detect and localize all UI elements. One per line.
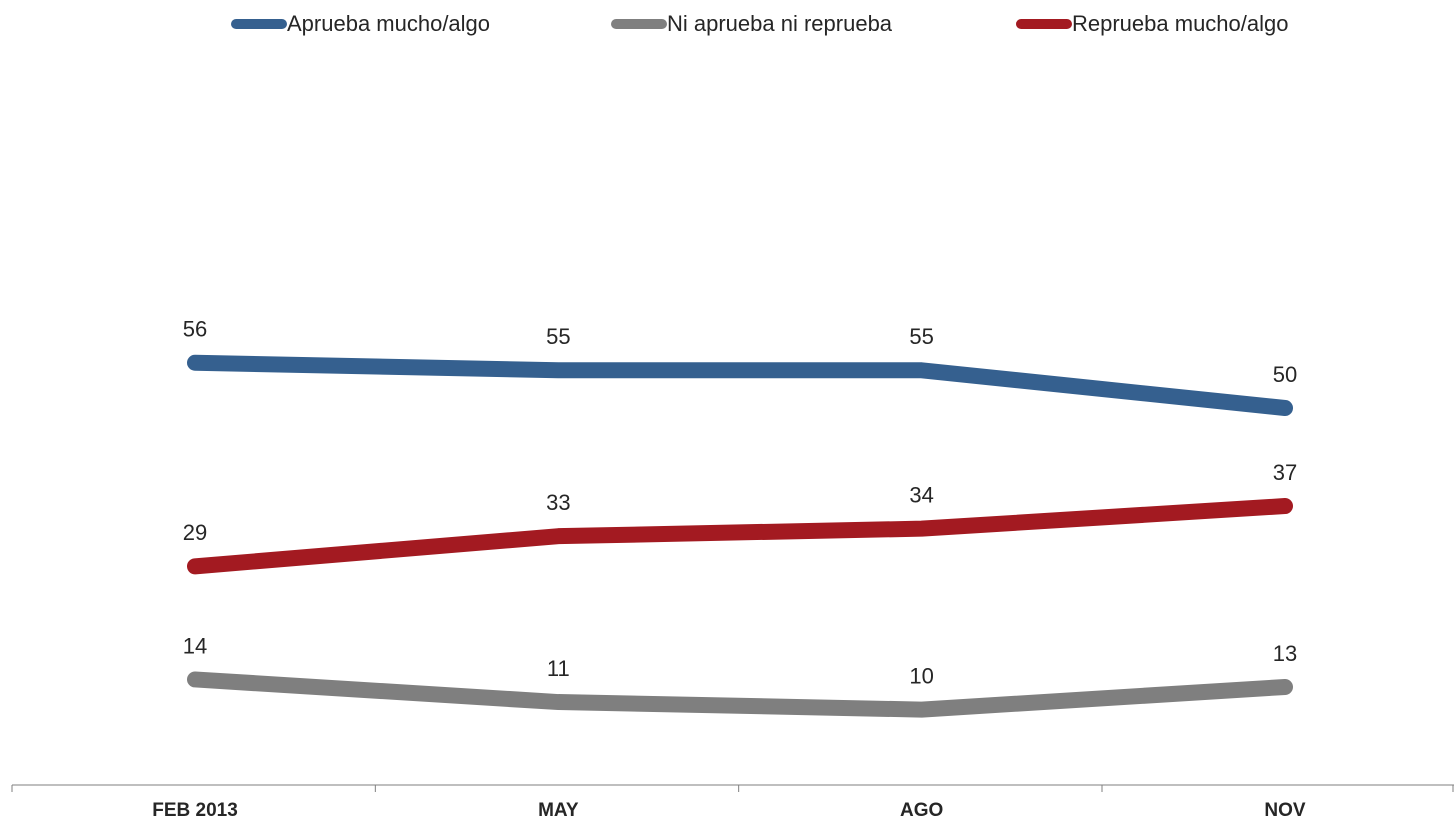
data-label: 14 (183, 633, 207, 658)
data-label: 34 (909, 482, 933, 507)
data-label: 10 (909, 663, 933, 688)
data-label: 37 (1273, 460, 1297, 485)
data-label: 55 (546, 324, 570, 349)
legend-label: Aprueba mucho/algo (287, 11, 490, 36)
series-line (187, 498, 1293, 575)
legend-label: Ni aprueba ni reprueba (667, 11, 893, 36)
x-tick-label: NOV (1264, 800, 1306, 821)
data-label: 29 (183, 520, 207, 545)
data-label: 56 (183, 317, 207, 342)
x-tick-label: AGO (900, 800, 943, 821)
x-tick-label: FEB 2013 (152, 800, 238, 821)
data-label: 13 (1273, 641, 1297, 666)
data-label: 50 (1273, 362, 1297, 387)
data-label: 11 (547, 656, 570, 681)
series-line (187, 671, 1293, 718)
data-label: 55 (909, 324, 933, 349)
x-tick-label: MAY (538, 800, 579, 821)
data-label: 33 (546, 490, 570, 515)
series-line (187, 354, 1293, 416)
legend-label: Reprueba mucho/algo (1072, 11, 1288, 36)
